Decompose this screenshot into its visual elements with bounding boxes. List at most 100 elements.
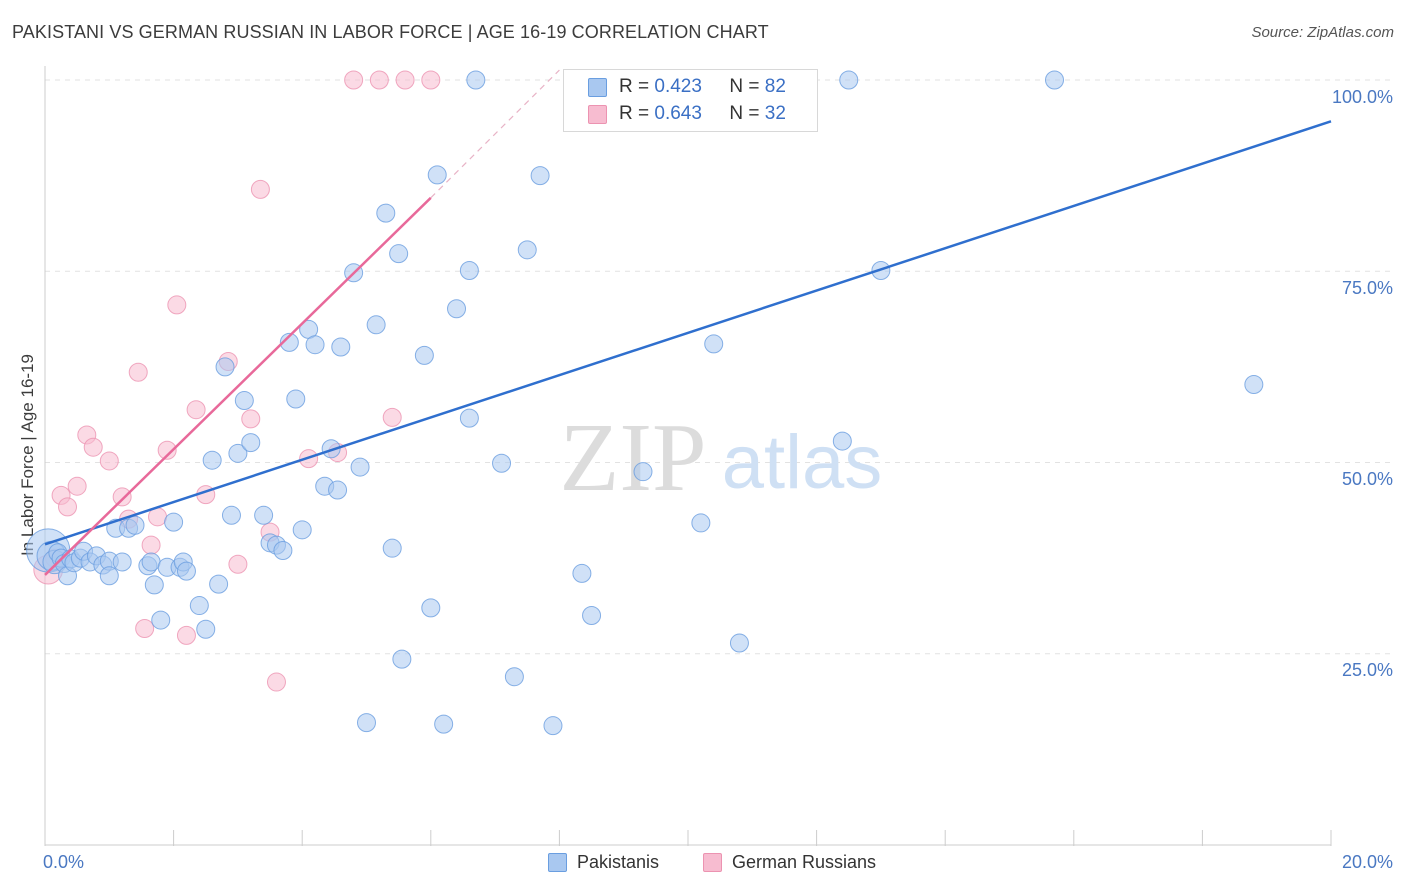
watermark: ZIP atlas <box>560 404 883 512</box>
legend-n-value: 32 <box>764 103 786 124</box>
pakistanis-point <box>466 70 486 90</box>
pakistanis-point <box>392 649 412 669</box>
bottom-legend-swatch-blue <box>548 853 567 872</box>
pakistanis-point <box>1045 70 1065 90</box>
pakistanis-point <box>328 480 348 500</box>
legend-r-value: 0.643 <box>654 103 702 124</box>
german-russians-point <box>250 179 270 199</box>
pakistanis-point <box>832 431 852 451</box>
pakistanis-point <box>459 408 479 428</box>
german-russians-point <box>128 362 148 382</box>
pakistanis-point <box>357 713 376 733</box>
legend-row-german-russians: R = 0.643 N = 32 <box>564 101 786 127</box>
pakistanis-point <box>729 633 749 653</box>
pakistanis-point <box>273 540 293 560</box>
chart-title: PAKISTANI VS GERMAN RUSSIAN IN LABOR FOR… <box>12 22 769 42</box>
correlation-legend: R = 0.423 N = 82 R = 0.643 N = 32 <box>563 69 818 132</box>
pakistanis-point <box>459 260 479 280</box>
german-russians-point <box>186 400 206 420</box>
german-russians-point <box>176 625 196 645</box>
y-tick-label-75: 75.0% <box>1341 278 1393 298</box>
pakistanis-point <box>447 299 467 319</box>
german-russians-point <box>58 497 78 517</box>
pakistanis-point <box>427 165 447 185</box>
pakistanis-point <box>286 389 306 409</box>
legend-n-label: N = <box>729 76 765 97</box>
pakistanis-point <box>389 244 409 264</box>
source-label: Source: ZipAtlas.com <box>1251 24 1394 41</box>
series-german-russians-points <box>33 70 441 692</box>
german-russians-point <box>395 70 415 90</box>
pakistanis-point <box>279 332 299 352</box>
axes <box>44 66 1332 846</box>
pakistanis-point <box>543 716 563 736</box>
pakistanis-point <box>434 714 454 734</box>
german-russians-point <box>112 487 132 507</box>
german-russians-point <box>241 409 261 429</box>
pakistanis-point <box>176 561 196 581</box>
pakistanis-point <box>321 439 341 459</box>
legend-n-value: 82 <box>764 76 786 97</box>
legend-r-label: R = <box>619 103 655 124</box>
pakistanis-point <box>228 443 248 463</box>
pakistanis-point <box>125 515 145 535</box>
y-tick-label-100: 100.0% <box>1331 87 1393 107</box>
pakistanis-point <box>366 315 386 335</box>
trend-lines <box>44 69 1332 576</box>
watermark-zip: ZIP <box>560 404 707 512</box>
pakistanis-point <box>144 575 164 595</box>
pakistanis-point <box>530 166 550 186</box>
legend-n-label: N = <box>729 103 765 124</box>
pakistanis-point <box>141 552 161 572</box>
german-russians-point <box>421 70 441 90</box>
german-russians-point <box>141 535 161 555</box>
german-russians-point <box>135 619 155 639</box>
pakistanis-point <box>633 462 653 482</box>
legend-row-pakistanis: R = 0.423 N = 82 <box>564 74 786 100</box>
legend-swatch-pink <box>588 104 607 124</box>
german-russians-point <box>157 440 177 460</box>
pakistanis-point <box>209 574 229 594</box>
bottom-legend-pakistanis: Pakistanis <box>548 852 659 873</box>
bottom-legend-swatch-pink <box>703 853 722 872</box>
pakistanis-point <box>376 203 396 223</box>
pakistanis-point <box>196 619 216 639</box>
german-russians-trend-line <box>44 196 432 576</box>
y-tick-label-25: 25.0% <box>1341 660 1393 680</box>
pakistanis-point <box>1244 374 1264 394</box>
gridlines <box>45 79 1392 655</box>
pakistanis-point <box>99 566 119 586</box>
pakistanis-point <box>254 505 274 525</box>
pakistanis-point <box>221 505 241 525</box>
legend-r-label: R = <box>619 76 655 97</box>
y-tick-label-50: 50.0% <box>1341 469 1393 489</box>
pakistanis-trend-line <box>44 120 1332 546</box>
pakistanis-point <box>504 667 524 687</box>
x-tick-label-min: 0.0% <box>43 852 85 872</box>
pakistanis-point <box>492 453 512 473</box>
bottom-legend-label: German Russians <box>732 852 877 872</box>
pakistanis-point <box>151 610 171 630</box>
german-russians-point <box>228 554 248 574</box>
pakistanis-point <box>331 337 351 357</box>
pakistanis-point <box>112 552 132 572</box>
german-russians-point <box>344 70 364 90</box>
pakistanis-point <box>517 240 537 260</box>
pakistanis-point <box>414 345 434 365</box>
german-russians-point <box>99 451 119 471</box>
german-russians-point <box>67 476 87 496</box>
pakistanis-point <box>582 606 602 625</box>
pakistanis-point <box>241 433 261 453</box>
pakistanis-point <box>234 391 254 411</box>
pakistanis-point <box>704 334 724 354</box>
pakistanis-point <box>572 563 592 583</box>
legend-r-value: 0.423 <box>654 76 702 97</box>
x-tick-label-max: 20.0% <box>1341 852 1393 872</box>
pakistanis-point <box>691 513 711 533</box>
german-russians-trend-extension <box>430 69 560 199</box>
pakistanis-point <box>421 598 441 618</box>
series-pakistanis-points <box>26 70 1264 736</box>
pakistanis-point <box>305 335 325 355</box>
german-russians-point <box>266 672 286 692</box>
pakistanis-point <box>382 538 402 558</box>
